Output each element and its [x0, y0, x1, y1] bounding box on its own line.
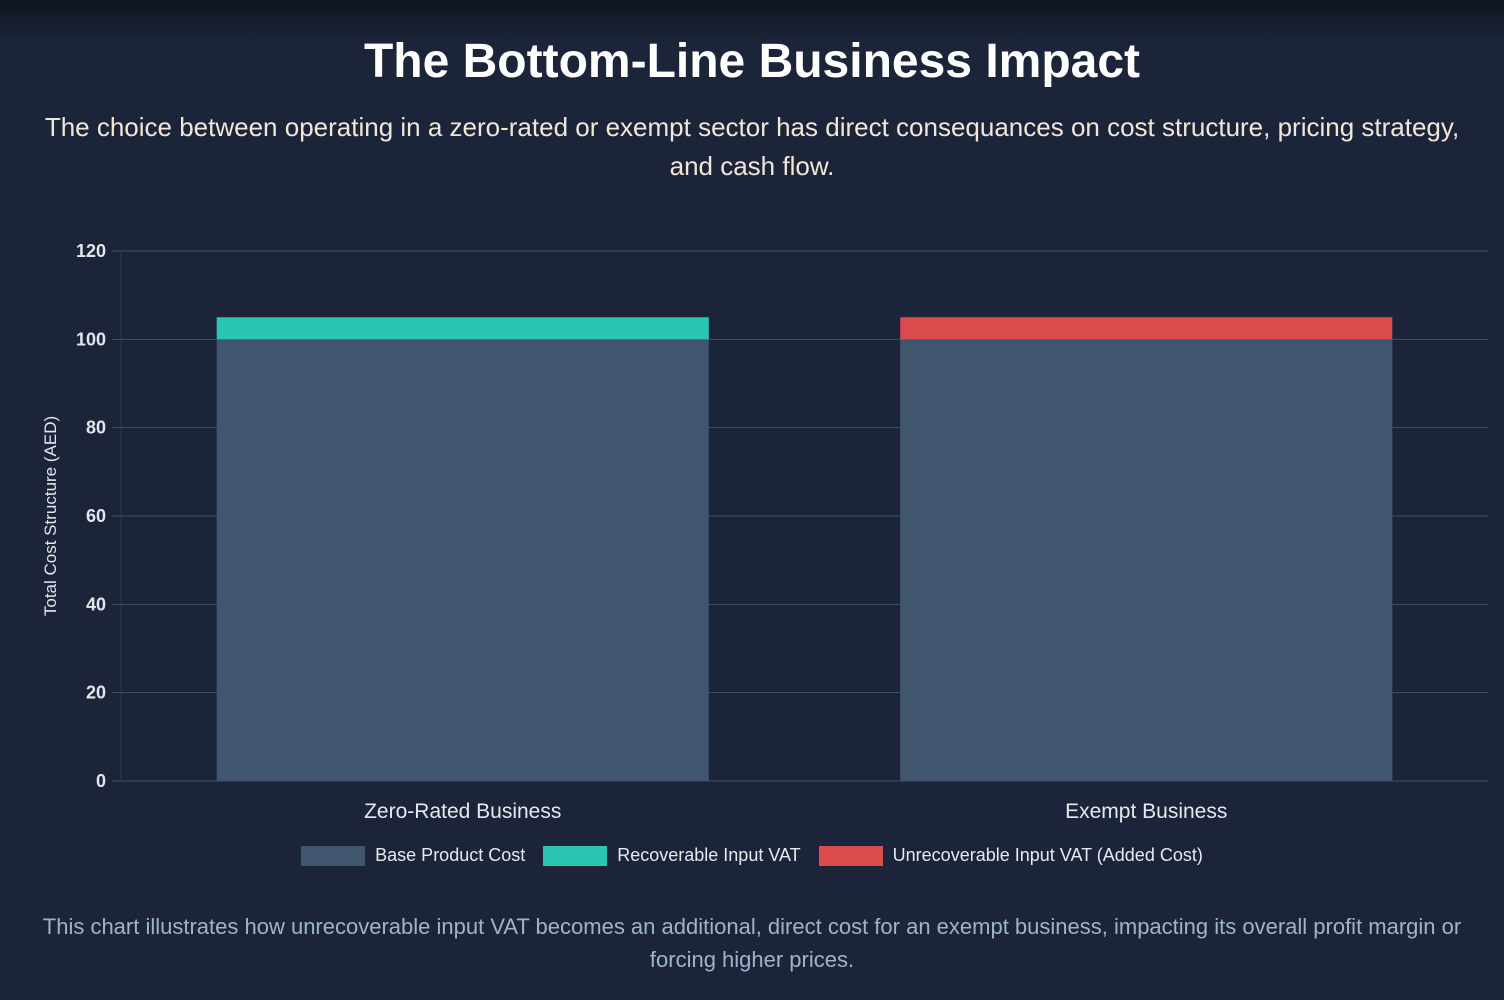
chart-legend: Base Product Cost Recoverable Input VAT Un… — [0, 845, 1504, 866]
y-tick-label: 100 — [76, 329, 106, 349]
page-subtitle: The choice between operating in a zero-r… — [44, 112, 1460, 181]
y-tick-label: 20 — [86, 683, 106, 703]
bar-segment — [900, 317, 1393, 340]
legend-item[interactable]: Base Product Cost — [301, 845, 525, 866]
x-tick-label: Zero-Rated Business — [364, 800, 561, 823]
bar-segment — [900, 339, 1393, 781]
legend-swatch — [301, 845, 366, 866]
legend-swatch — [543, 845, 608, 866]
chart-caption: This chart illustrates how unrecoverable… — [42, 914, 1462, 972]
x-tick-label: Exempt Business — [1065, 800, 1227, 823]
legend-label: Unrecoverable Input VAT (Added Cost) — [892, 845, 1203, 865]
y-tick-label: 0 — [96, 771, 106, 791]
legend-label: Recoverable Input VAT — [617, 845, 801, 865]
bar-segment — [216, 317, 709, 340]
legend-swatch — [818, 845, 883, 866]
bar-segment — [216, 339, 709, 781]
y-axis-title: Total Cost Structure (AED) — [41, 416, 60, 616]
legend-item[interactable]: Recoverable Input VAT — [543, 845, 801, 866]
legend-item[interactable]: Unrecoverable Input VAT (Added Cost) — [818, 845, 1203, 866]
legend-label: Base Product Cost — [375, 845, 526, 865]
page-title: The Bottom-Line Business Impact — [363, 35, 1141, 88]
y-tick-label: 40 — [86, 594, 106, 614]
y-tick-label: 80 — [86, 418, 106, 438]
y-tick-label: 60 — [86, 506, 106, 526]
y-tick-label: 120 — [76, 241, 106, 261]
stacked-bar-chart: 0 20 40 60 80 100 120 Total Cost Structure (AED… — [41, 241, 1488, 823]
